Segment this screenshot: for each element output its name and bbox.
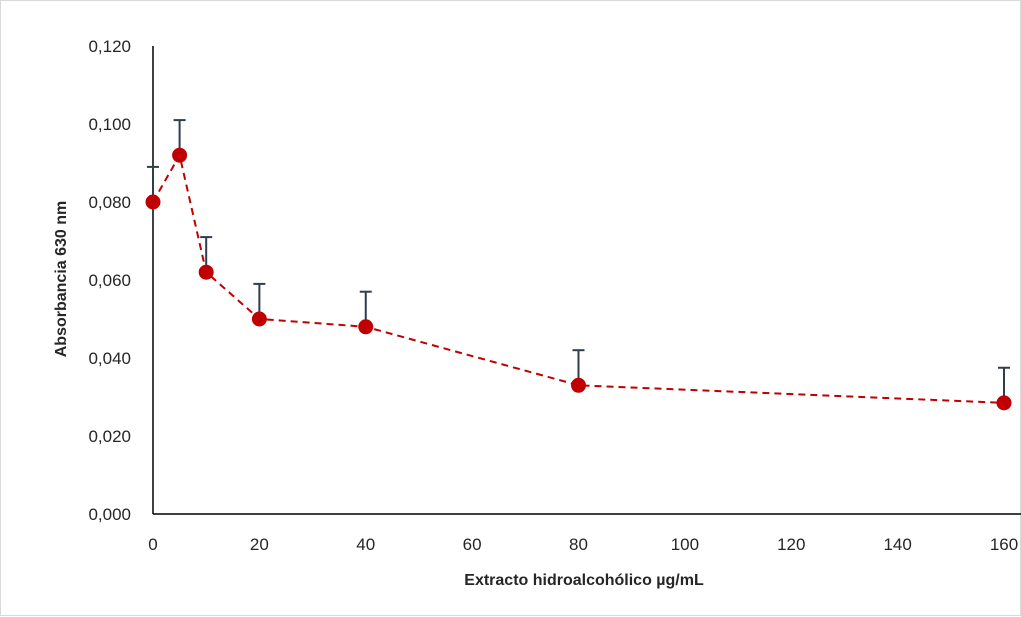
data-point <box>251 311 267 327</box>
x-axis-title: Extracto hidroalcohólico µg/mL <box>464 572 704 589</box>
y-tick-label: 0,060 <box>88 271 131 290</box>
series-layer <box>145 119 1012 411</box>
data-point <box>996 395 1012 411</box>
data-point <box>172 147 188 163</box>
x-tick-label: 80 <box>569 535 588 554</box>
y-tick-labels: 0,000 0,020 0,040 0,060 0,080 0,100 0,120 <box>88 37 131 524</box>
data-point <box>145 194 161 210</box>
y-tick-label: 0,040 <box>88 349 131 368</box>
data-point <box>571 377 586 393</box>
x-tick-labels: 0 20 40 60 80 100 120 140 160 <box>148 535 1018 554</box>
y-tick-label: 0,000 <box>88 505 131 524</box>
y-axis-title: Absorbancia 630 nm <box>53 201 70 358</box>
x-tick-label: 120 <box>777 535 805 554</box>
data-point <box>198 264 214 280</box>
x-tick-label: 40 <box>356 535 375 554</box>
x-tick-label: 100 <box>671 535 699 554</box>
y-tick-label: 0,020 <box>88 427 131 446</box>
x-tick-label: 160 <box>990 535 1018 554</box>
x-tick-label: 0 <box>148 535 157 554</box>
y-tick-label: 0,100 <box>88 115 131 134</box>
axes <box>152 46 1021 515</box>
y-tick-label: 0,120 <box>88 37 131 56</box>
x-tick-label: 140 <box>883 535 911 554</box>
x-tick-label: 60 <box>463 535 482 554</box>
x-tick-label: 20 <box>250 535 269 554</box>
y-tick-label: 0,080 <box>88 193 131 212</box>
data-point <box>358 319 374 335</box>
